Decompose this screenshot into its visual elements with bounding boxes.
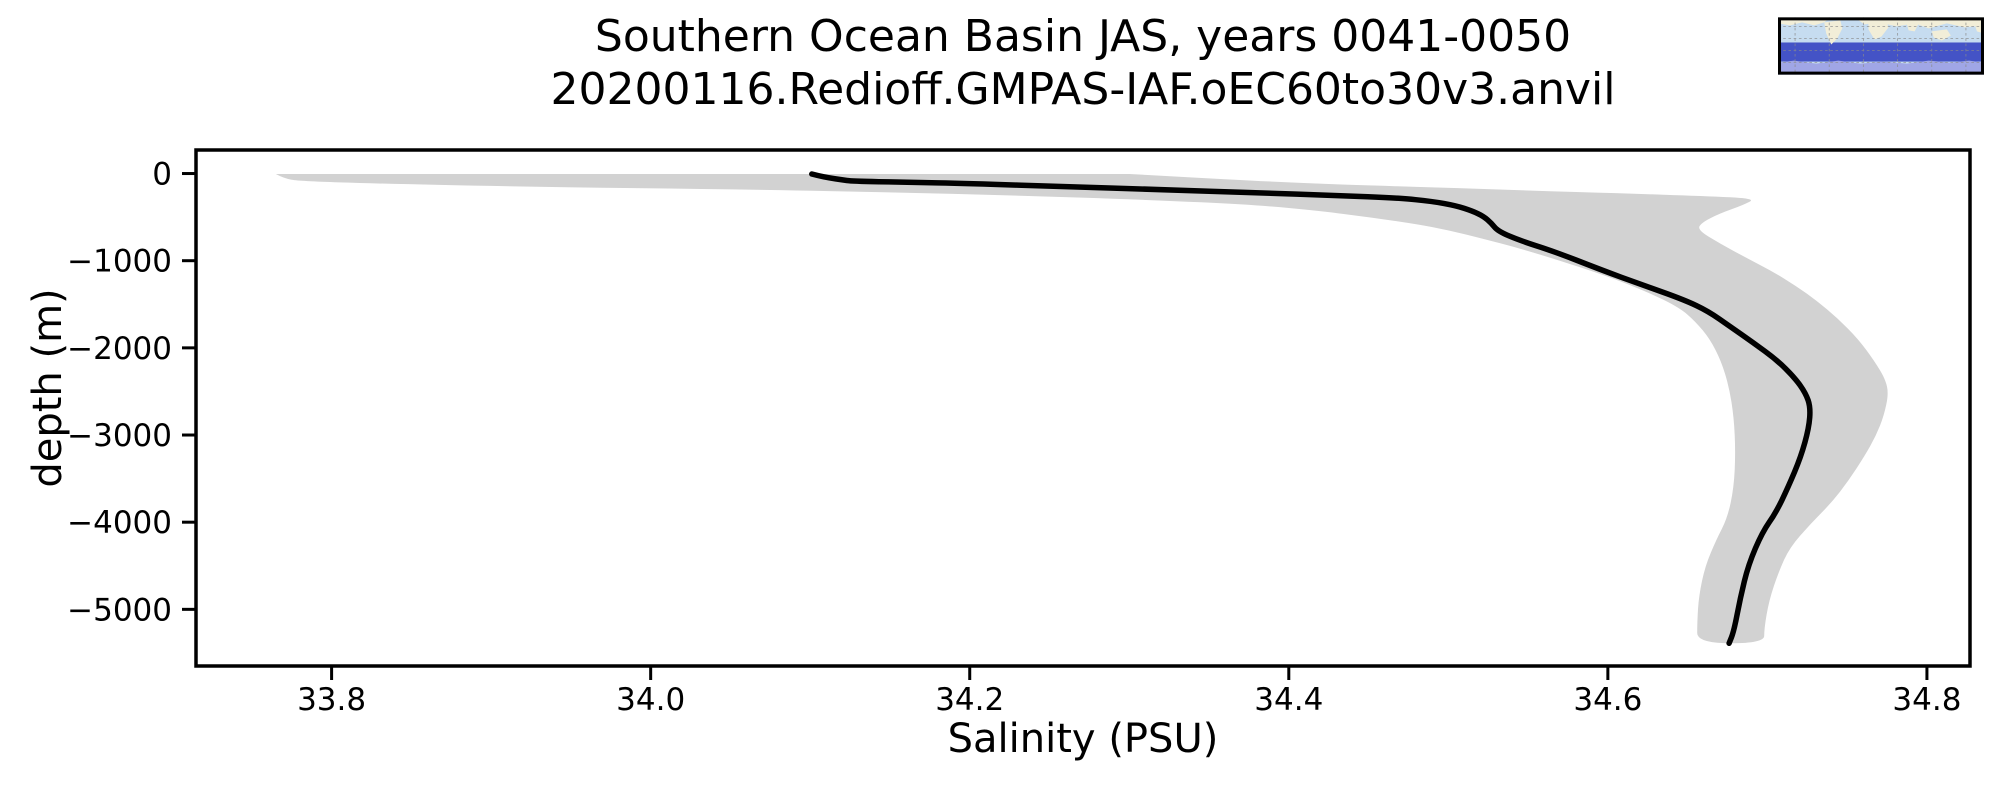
y-tick-label: −1000: [67, 244, 172, 280]
chart-title: Southern Ocean Basin JAS, years 0041-005…: [196, 10, 1970, 116]
x-tick-label: 34.0: [616, 682, 685, 718]
y-tick-label: 0: [152, 157, 172, 193]
mean-salinity-line: [809, 171, 1813, 647]
x-tick-label: 34.6: [1573, 682, 1642, 718]
y-tick-label: −5000: [67, 592, 172, 628]
x-tick-label: 34.8: [1892, 682, 1961, 718]
x-tick-label: 33.8: [297, 682, 366, 718]
map-gridlines: [1778, 17, 1984, 75]
region-map-inset: [1778, 17, 1984, 75]
x-axis-label: Salinity (PSU): [947, 716, 1219, 762]
y-tick-label: −2000: [67, 331, 172, 367]
spread-band: [275, 174, 1888, 644]
chart-title-line2: 20200116.Redioff.GMPAS-IAF.oEC60to30v3.a…: [550, 64, 1616, 115]
plot-frame: [194, 148, 1972, 668]
x-tick-label: 34.4: [1254, 682, 1323, 718]
southern-ocean-highlight: [1778, 42, 1984, 62]
x-tick-label: 34.2: [935, 682, 1004, 718]
y-tick-label: −4000: [67, 505, 172, 541]
chart-title-line1: Southern Ocean Basin JAS, years 0041-005…: [594, 11, 1572, 62]
map-border: [1778, 17, 1984, 75]
y-tick-label: −3000: [67, 418, 172, 454]
